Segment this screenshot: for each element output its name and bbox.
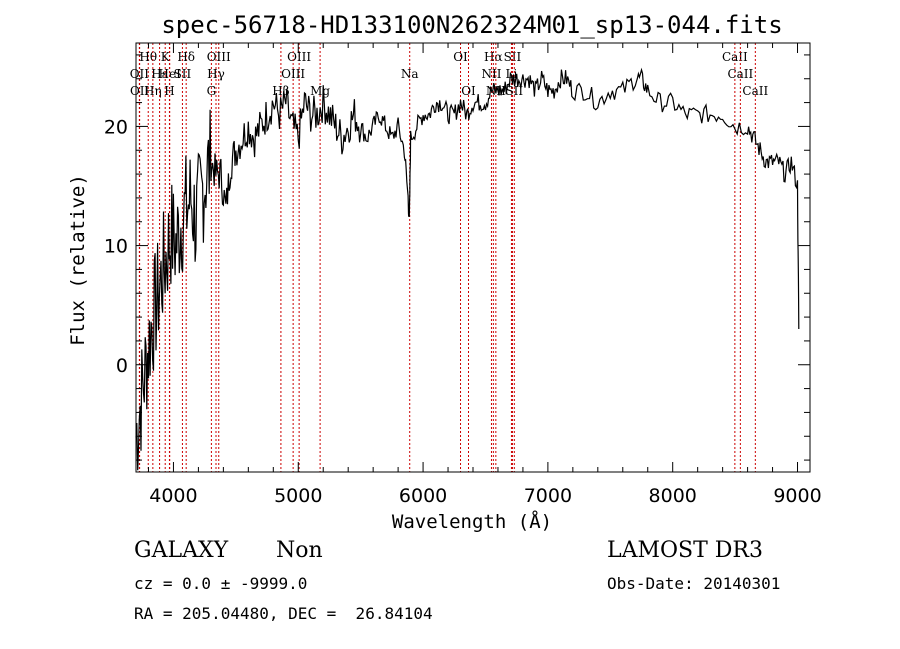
observation-date: Obs-Date: 20140301 bbox=[607, 574, 781, 593]
spectral-line-label: SII bbox=[174, 67, 192, 81]
spectral-line-label: Hα bbox=[484, 50, 503, 64]
spectral-line-label: K bbox=[161, 50, 171, 64]
spectral-line-label: Li bbox=[506, 67, 518, 81]
spectral-line-label: OIII bbox=[281, 67, 305, 81]
x-tick-label: 8000 bbox=[649, 485, 697, 507]
y-axis-label: Flux (relative) bbox=[67, 174, 89, 346]
spectral-line-label: NII bbox=[481, 67, 501, 81]
spectral-line-label: Na bbox=[401, 67, 419, 81]
x-tick-label: 7000 bbox=[524, 485, 572, 507]
x-tick-label: 5000 bbox=[274, 485, 322, 507]
y-tick-label: 20 bbox=[104, 116, 128, 138]
spectral-line-label: OII bbox=[130, 84, 150, 98]
spectral-line-label: SII bbox=[505, 84, 523, 98]
chart-title: spec-56718-HD133100N262324M01_sp13-044.f… bbox=[161, 11, 782, 39]
spectral-line-label: H bbox=[164, 84, 174, 98]
spectral-line-label: HeI bbox=[159, 67, 182, 81]
spectral-line-label: CaII bbox=[727, 67, 753, 81]
spectral-line-label: OI bbox=[453, 50, 468, 64]
spectral-line-label: Hγ bbox=[207, 67, 225, 81]
redshift-cz: cz = 0.0 ± -9999.0 bbox=[134, 574, 308, 593]
spectral-line-label: CaII bbox=[742, 84, 768, 98]
axis-ticks: 4000 5000 6000 7000 8000 9000 0 10 20 bbox=[104, 43, 822, 507]
spectral-line-label: Hη bbox=[144, 84, 162, 98]
spectral-line-label: Hε bbox=[151, 67, 168, 81]
spectral-line-label: Hδ bbox=[177, 50, 195, 64]
spectral-line-label: OI bbox=[461, 84, 476, 98]
x-tick-label: 6000 bbox=[399, 485, 447, 507]
x-tick-label: 4000 bbox=[149, 485, 197, 507]
spectral-line-label: OII bbox=[130, 67, 150, 81]
x-tick-label: 9000 bbox=[773, 485, 821, 507]
x-axis-label: Wavelength (Å) bbox=[392, 510, 552, 533]
object-class: GALAXY bbox=[134, 538, 229, 563]
spectral-line-label: CaII bbox=[722, 50, 748, 64]
spectrum-line bbox=[135, 67, 800, 471]
spectral-line-label: OIII bbox=[207, 50, 231, 64]
coordinates: RA = 205.04480, DEC = 26.84104 bbox=[134, 604, 433, 623]
object-subclass: Non bbox=[276, 538, 323, 563]
spectral-line-label: OIII bbox=[287, 50, 311, 64]
plot-frame bbox=[135, 42, 811, 473]
y-tick-label: 10 bbox=[104, 236, 128, 258]
survey-name: LAMOST DR3 bbox=[607, 538, 763, 563]
spectral-line-label: Hθ bbox=[139, 50, 157, 64]
spectral-line-label: SII bbox=[504, 50, 522, 64]
spectral-line-label: Mg bbox=[310, 84, 330, 98]
spectral-line-label: G bbox=[207, 84, 217, 98]
y-tick-label: 0 bbox=[116, 355, 128, 377]
